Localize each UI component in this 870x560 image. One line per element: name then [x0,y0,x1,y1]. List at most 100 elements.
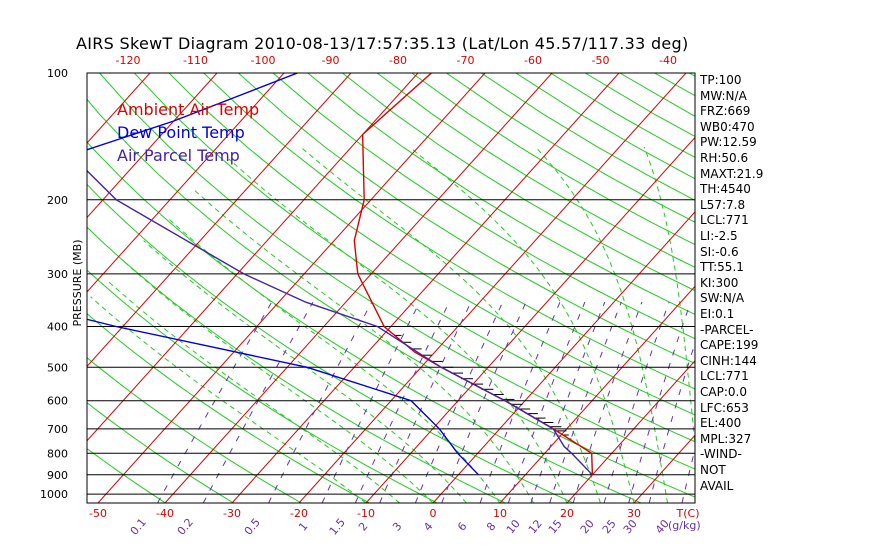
isotherm [164,73,553,503]
bottom-temp-tick-label: -30 [223,507,241,520]
mixing-ratio-label: 6 [455,520,469,534]
stat-line: WB0:470 [700,119,755,134]
isotherm [432,211,695,503]
plot-frame [86,72,696,504]
moist-adiabat [123,260,434,503]
mixing-ratio-label: 15 [546,517,565,536]
mixing-ratio-label: 0.1 [128,516,149,538]
dry-adiabat [87,269,438,503]
legend-ambient-air-temp: Ambient Air Temp [117,100,260,119]
bottom-temp-tick-label: -10 [357,507,375,520]
dry-adiabat [133,73,695,443]
pressure-tick-label: 100 [47,67,68,80]
mixing-ratio-line [549,301,622,503]
dry-adiabat [87,312,370,503]
stat-line: KI:300 [700,275,739,290]
mixing-ratio-label: 1 [296,520,310,534]
bottom-temp-tick-label: 20 [560,507,574,520]
top-temp-tick-label: -60 [524,54,542,67]
isotherm [0,73,16,503]
dry-adiabat [87,402,234,503]
stat-line: CINH:144 [700,353,757,368]
dry-adiabat [87,141,642,503]
isotherm [768,73,870,503]
moist-adiabat [166,216,501,503]
dry-adiabat [828,73,870,503]
mixing-ratio-line [530,301,606,503]
stat-line: EL:400 [700,416,742,431]
bottom-temp-unit: T(C) [676,507,700,520]
pressure-tick-label: 300 [47,268,68,281]
top-temp-tick-label: -80 [389,54,407,67]
mixing-ratio-label: 1.5 [327,516,348,538]
mixing-ratio-line [628,301,692,503]
stat-line: TP:100 [700,73,742,87]
dry-adiabat [87,357,302,503]
series-dew-point-temp [87,73,480,476]
mixing-ratio-label: 30 [621,517,640,536]
stat-line: L57:7.8 [700,197,746,212]
stat-line: MW:N/A [700,88,747,103]
mixing-ratio-line [157,301,273,503]
mixing-ratio-line [507,301,586,503]
isotherm [87,73,419,442]
mixing-ratio-line [414,301,504,503]
dry-adiabat [307,73,695,315]
mixing-ratio-label: 12 [526,517,545,536]
moist-adiabat [300,146,601,503]
isotherm [499,285,695,503]
pressure-tick-label: 200 [47,194,68,207]
isotherm [365,136,695,503]
legend-dew-point-temp: Dew Point Temp [117,123,245,142]
top-temp-tick-label: -90 [322,54,340,67]
stat-line: LCL:771 [700,213,749,228]
pressure-tick-label: 400 [47,321,68,334]
dry-adiabat [793,73,870,503]
chart-title: AIRS SkewT Diagram 2010-08-13/17:57:35.1… [76,34,689,53]
bottom-temp-tick-label: 30 [627,507,641,520]
dry-adiabat [203,73,695,390]
moist-adiabat [409,146,635,503]
mixing-ratio-label: 0.5 [242,516,263,538]
dry-adiabat [87,183,574,503]
mixing-ratio-line [603,301,670,503]
top-temp-tick-label: -40 [659,54,677,67]
dry-adiabat [480,73,695,201]
mixing-ratio-line [479,301,561,503]
plot-area [0,73,870,503]
top-temp-tick-label: -50 [592,54,610,67]
stat-line: SI:-0.6 [700,244,739,259]
stat-line: EI:0.1 [700,307,735,321]
top-temp-tick-label: -100 [251,54,276,67]
dry-adiabat [87,447,166,503]
stat-line: CAP:0.0 [700,385,747,399]
bottom-temp-tick-label: -50 [89,507,107,520]
moist-adiabat [106,279,400,503]
stat-line: FRZ:669 [700,104,751,119]
moist-adiabat [143,240,467,503]
isotherm [298,73,687,503]
mixing-ratio-unit: (g/kg) [668,519,701,532]
pressure-tick-label: 1000 [40,488,68,501]
isotherm [97,73,486,503]
top-temp-tick-label: -70 [457,54,475,67]
pressure-tick-label: 500 [47,361,68,374]
pressure-tick-label: 700 [47,423,68,436]
isotherm [231,73,620,503]
stat-line: LFC:653 [700,400,749,415]
pressure-tick-label: 600 [47,395,68,408]
isotherm [87,73,352,368]
dry-adiabat [168,73,695,416]
dry-adiabat [238,73,695,365]
stat-line: TT:55.1 [700,260,744,275]
moist-adiabat [535,146,668,503]
isotherm [566,360,695,503]
dry-adiabat [759,73,870,503]
bottom-temp-tick-label: 0 [430,507,437,520]
mixing-ratio-label: 10 [504,517,523,536]
y-axis-label: PRESSURE (MB) [71,240,84,327]
mixing-ratio-label: 25 [600,517,619,536]
mixing-ratio-label: 4 [421,520,435,534]
dry-adiabat [272,73,695,340]
